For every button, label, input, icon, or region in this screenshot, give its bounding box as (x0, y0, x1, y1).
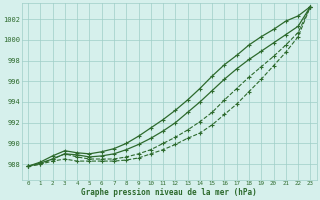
X-axis label: Graphe pression niveau de la mer (hPa): Graphe pression niveau de la mer (hPa) (81, 188, 257, 197)
